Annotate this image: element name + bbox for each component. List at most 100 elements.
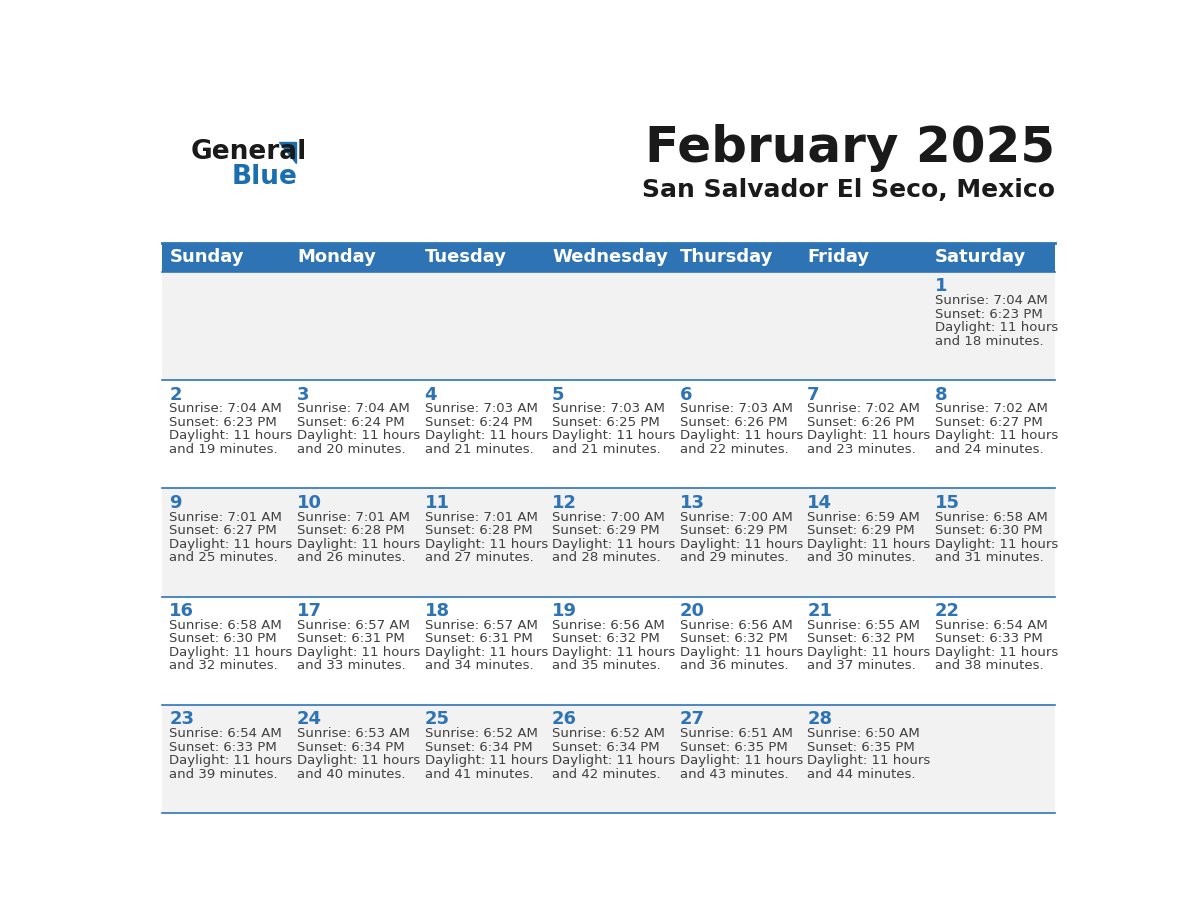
Text: 26: 26 [552, 711, 577, 728]
Text: Daylight: 11 hours: Daylight: 11 hours [552, 538, 675, 551]
Text: Sunset: 6:29 PM: Sunset: 6:29 PM [807, 524, 915, 537]
Text: 13: 13 [680, 494, 704, 511]
Text: 25: 25 [424, 711, 449, 728]
Text: Daylight: 11 hours: Daylight: 11 hours [807, 430, 930, 442]
Text: and 31 minutes.: and 31 minutes. [935, 551, 1043, 565]
Text: Daylight: 11 hours: Daylight: 11 hours [807, 755, 930, 767]
Bar [163, 597, 1055, 705]
Bar [163, 380, 1055, 488]
Text: Sunrise: 6:55 AM: Sunrise: 6:55 AM [807, 619, 920, 632]
Text: Sunset: 6:34 PM: Sunset: 6:34 PM [424, 741, 532, 754]
Text: and 39 minutes.: and 39 minutes. [170, 767, 278, 780]
Text: 20: 20 [680, 602, 704, 620]
Text: Sunset: 6:33 PM: Sunset: 6:33 PM [935, 633, 1042, 645]
Text: Daylight: 11 hours: Daylight: 11 hours [424, 538, 548, 551]
Text: Daylight: 11 hours: Daylight: 11 hours [935, 321, 1059, 334]
Text: Daylight: 11 hours: Daylight: 11 hours [297, 430, 421, 442]
Text: Sunset: 6:26 PM: Sunset: 6:26 PM [680, 416, 788, 429]
Text: Daylight: 11 hours: Daylight: 11 hours [170, 538, 292, 551]
Text: 27: 27 [680, 711, 704, 728]
Text: Sunrise: 7:03 AM: Sunrise: 7:03 AM [424, 402, 537, 416]
Text: Sunday: Sunday [170, 248, 244, 266]
Text: and 28 minutes.: and 28 minutes. [552, 551, 661, 565]
Text: Daylight: 11 hours: Daylight: 11 hours [170, 430, 292, 442]
Text: February 2025: February 2025 [645, 124, 1055, 172]
Text: 3: 3 [297, 386, 309, 404]
Text: Wednesday: Wednesday [552, 248, 668, 266]
Text: Sunset: 6:27 PM: Sunset: 6:27 PM [170, 524, 277, 537]
Text: and 32 minutes.: and 32 minutes. [170, 659, 278, 672]
Text: 12: 12 [552, 494, 577, 511]
Text: Sunset: 6:29 PM: Sunset: 6:29 PM [680, 524, 788, 537]
Text: 22: 22 [935, 602, 960, 620]
Text: 9: 9 [170, 494, 182, 511]
Text: Sunrise: 6:51 AM: Sunrise: 6:51 AM [680, 727, 792, 740]
Bar [163, 242, 1055, 272]
Text: 11: 11 [424, 494, 449, 511]
Text: Sunrise: 7:04 AM: Sunrise: 7:04 AM [297, 402, 410, 416]
Text: Sunrise: 6:56 AM: Sunrise: 6:56 AM [680, 619, 792, 632]
Text: Sunrise: 6:54 AM: Sunrise: 6:54 AM [170, 727, 283, 740]
Text: Daylight: 11 hours: Daylight: 11 hours [170, 646, 292, 659]
Bar [163, 705, 1055, 813]
Text: Daylight: 11 hours: Daylight: 11 hours [297, 538, 421, 551]
Text: Sunset: 6:26 PM: Sunset: 6:26 PM [807, 416, 915, 429]
Text: Daylight: 11 hours: Daylight: 11 hours [935, 646, 1059, 659]
Text: Sunrise: 6:57 AM: Sunrise: 6:57 AM [297, 619, 410, 632]
Text: Sunset: 6:23 PM: Sunset: 6:23 PM [935, 308, 1042, 320]
Text: and 19 minutes.: and 19 minutes. [170, 442, 278, 456]
Text: Sunrise: 7:01 AM: Sunrise: 7:01 AM [424, 510, 537, 523]
Text: Sunrise: 6:52 AM: Sunrise: 6:52 AM [552, 727, 665, 740]
Text: and 40 minutes.: and 40 minutes. [297, 767, 405, 780]
Text: Sunrise: 6:58 AM: Sunrise: 6:58 AM [170, 619, 283, 632]
Text: Sunset: 6:25 PM: Sunset: 6:25 PM [552, 416, 659, 429]
Text: Sunrise: 7:01 AM: Sunrise: 7:01 AM [170, 510, 283, 523]
Text: Daylight: 11 hours: Daylight: 11 hours [297, 755, 421, 767]
Text: Sunset: 6:32 PM: Sunset: 6:32 PM [552, 633, 659, 645]
Text: Daylight: 11 hours: Daylight: 11 hours [680, 646, 803, 659]
Text: 10: 10 [297, 494, 322, 511]
Text: Sunrise: 7:02 AM: Sunrise: 7:02 AM [935, 402, 1048, 416]
Text: Sunrise: 7:02 AM: Sunrise: 7:02 AM [807, 402, 920, 416]
Text: Sunrise: 6:58 AM: Sunrise: 6:58 AM [935, 510, 1048, 523]
Text: Daylight: 11 hours: Daylight: 11 hours [424, 646, 548, 659]
Text: and 21 minutes.: and 21 minutes. [552, 442, 661, 456]
Text: Sunrise: 6:56 AM: Sunrise: 6:56 AM [552, 619, 665, 632]
Text: Sunset: 6:24 PM: Sunset: 6:24 PM [297, 416, 405, 429]
Text: Sunset: 6:31 PM: Sunset: 6:31 PM [297, 633, 405, 645]
Text: Daylight: 11 hours: Daylight: 11 hours [552, 430, 675, 442]
Text: Sunrise: 7:00 AM: Sunrise: 7:00 AM [552, 510, 665, 523]
Text: and 34 minutes.: and 34 minutes. [424, 659, 533, 672]
Text: Friday: Friday [807, 248, 870, 266]
Text: 5: 5 [552, 386, 564, 404]
Text: and 42 minutes.: and 42 minutes. [552, 767, 661, 780]
Text: Sunrise: 7:04 AM: Sunrise: 7:04 AM [170, 402, 283, 416]
Text: 8: 8 [935, 386, 947, 404]
Text: Sunset: 6:24 PM: Sunset: 6:24 PM [424, 416, 532, 429]
Text: 21: 21 [807, 602, 832, 620]
Text: Daylight: 11 hours: Daylight: 11 hours [170, 755, 292, 767]
Text: and 44 minutes.: and 44 minutes. [807, 767, 916, 780]
Text: Sunset: 6:28 PM: Sunset: 6:28 PM [297, 524, 405, 537]
Text: Monday: Monday [297, 248, 375, 266]
Text: Sunrise: 7:03 AM: Sunrise: 7:03 AM [680, 402, 792, 416]
Text: and 21 minutes.: and 21 minutes. [424, 442, 533, 456]
Text: and 36 minutes.: and 36 minutes. [680, 659, 788, 672]
Text: Daylight: 11 hours: Daylight: 11 hours [807, 538, 930, 551]
Text: 4: 4 [424, 386, 437, 404]
Text: 6: 6 [680, 386, 693, 404]
Text: Sunrise: 7:04 AM: Sunrise: 7:04 AM [935, 294, 1048, 308]
Text: and 33 minutes.: and 33 minutes. [297, 659, 406, 672]
Text: Sunset: 6:23 PM: Sunset: 6:23 PM [170, 416, 277, 429]
Text: Sunrise: 7:00 AM: Sunrise: 7:00 AM [680, 510, 792, 523]
Text: and 37 minutes.: and 37 minutes. [807, 659, 916, 672]
Text: Daylight: 11 hours: Daylight: 11 hours [935, 538, 1059, 551]
Text: Sunset: 6:30 PM: Sunset: 6:30 PM [170, 633, 277, 645]
Bar [163, 272, 1055, 380]
Text: Sunrise: 7:03 AM: Sunrise: 7:03 AM [552, 402, 665, 416]
Text: Sunset: 6:29 PM: Sunset: 6:29 PM [552, 524, 659, 537]
Text: Blue: Blue [232, 164, 297, 190]
Text: and 18 minutes.: and 18 minutes. [935, 335, 1043, 348]
Text: Daylight: 11 hours: Daylight: 11 hours [680, 430, 803, 442]
Text: Sunrise: 6:50 AM: Sunrise: 6:50 AM [807, 727, 920, 740]
